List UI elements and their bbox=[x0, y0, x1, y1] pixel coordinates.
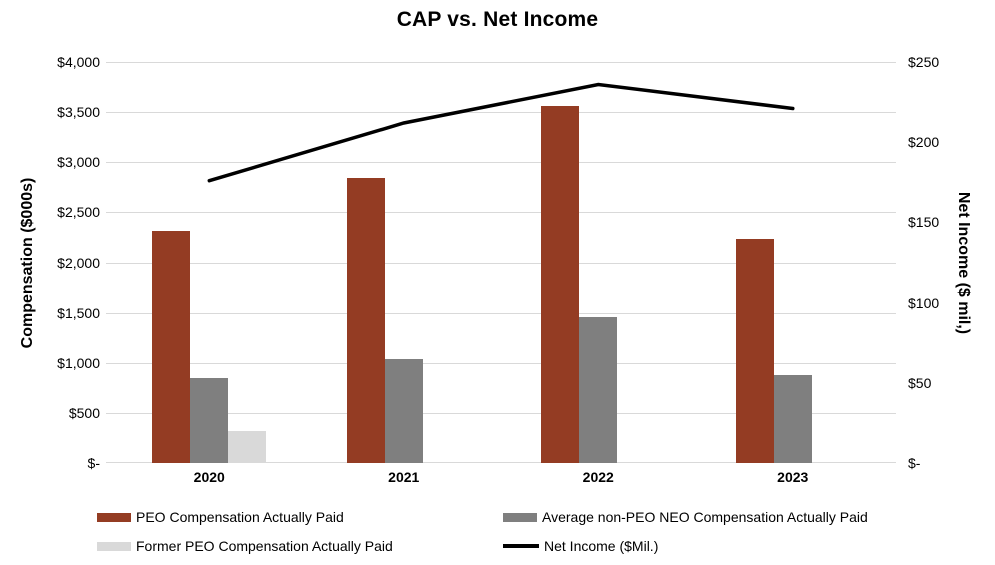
right-axis-tick-label: $250 bbox=[908, 54, 940, 70]
gridline bbox=[106, 162, 896, 164]
right-axis-tick-label: $150 bbox=[908, 214, 940, 231]
right-axis-tick-label: $200 bbox=[908, 134, 940, 151]
bar-average-non-peo-neo-compensation-actually-paid bbox=[384, 358, 423, 463]
bar-peo-compensation-actually-paid bbox=[346, 177, 385, 463]
right-axis-tick-label: $50 bbox=[908, 374, 932, 391]
chart-title: CAP vs. Net Income bbox=[396, 8, 599, 31]
left-axis-tick-label: $- bbox=[87, 455, 100, 471]
legend-swatch-former-peo-cap bbox=[97, 541, 131, 551]
gridline bbox=[106, 212, 896, 214]
legend-swatch-avg-neo-cap bbox=[503, 512, 537, 522]
bar-former-peo-compensation-actually-paid bbox=[228, 431, 267, 463]
bar-peo-compensation-actually-paid bbox=[735, 238, 774, 463]
legend-swatch-net-income-line bbox=[503, 544, 539, 548]
left-axis-tick-label: $1,500 bbox=[57, 304, 100, 321]
gridline bbox=[106, 412, 896, 414]
bar-average-non-peo-neo-compensation-actually-paid bbox=[190, 377, 229, 463]
legend-item-avg-neo-cap: Average non-PEO NEO Compensation Actuall… bbox=[503, 509, 868, 525]
legend-label: PEO Compensation Actually Paid bbox=[136, 509, 344, 525]
gridline bbox=[106, 62, 896, 63]
legend-label: Former PEO Compensation Actually Paid bbox=[136, 538, 393, 554]
x-axis-label: 2023 bbox=[777, 469, 809, 485]
left-axis-tick-label: $2,000 bbox=[57, 254, 100, 271]
bar-peo-compensation-actually-paid bbox=[152, 230, 191, 463]
gridline bbox=[106, 262, 896, 264]
gridline bbox=[106, 112, 896, 114]
left-axis-tick-label: $2,500 bbox=[57, 204, 100, 221]
left-axis-tick-label: $3,000 bbox=[57, 154, 100, 171]
bar-average-non-peo-neo-compensation-actually-paid bbox=[773, 374, 812, 463]
x-axis-label: 2020 bbox=[193, 469, 225, 485]
legend-item-peo-cap: PEO Compensation Actually Paid bbox=[97, 509, 344, 525]
left-axis-tick-label: $500 bbox=[68, 404, 100, 421]
bar-average-non-peo-neo-compensation-actually-paid bbox=[579, 317, 618, 463]
x-axis-label: 2021 bbox=[388, 469, 420, 485]
left-axis-tick-label: $3,500 bbox=[57, 104, 100, 121]
gridline bbox=[106, 362, 896, 364]
right-axis-tick-label: $100 bbox=[908, 294, 940, 311]
legend-label: Net Income ($Mil.) bbox=[544, 538, 659, 554]
plot-area bbox=[106, 62, 896, 463]
bar-peo-compensation-actually-paid bbox=[541, 106, 580, 463]
left-axis-tick-label: $4,000 bbox=[57, 54, 100, 70]
net-income-line bbox=[207, 82, 795, 183]
right-axis-tick-label: $- bbox=[908, 455, 921, 471]
legend-item-former-peo-cap: Former PEO Compensation Actually Paid bbox=[97, 538, 393, 554]
legend-swatch-peo-cap bbox=[97, 512, 131, 522]
gridline bbox=[106, 312, 896, 314]
legend-label: Average non-PEO NEO Compensation Actuall… bbox=[542, 509, 868, 525]
x-axis-label: 2022 bbox=[582, 469, 614, 485]
left-axis-tick-label: $1,000 bbox=[57, 354, 100, 371]
right-axis-title: Net Income ($ mil,) bbox=[955, 191, 972, 335]
legend-item-net-income: Net Income ($Mil.) bbox=[503, 538, 658, 554]
gridline bbox=[106, 462, 896, 463]
